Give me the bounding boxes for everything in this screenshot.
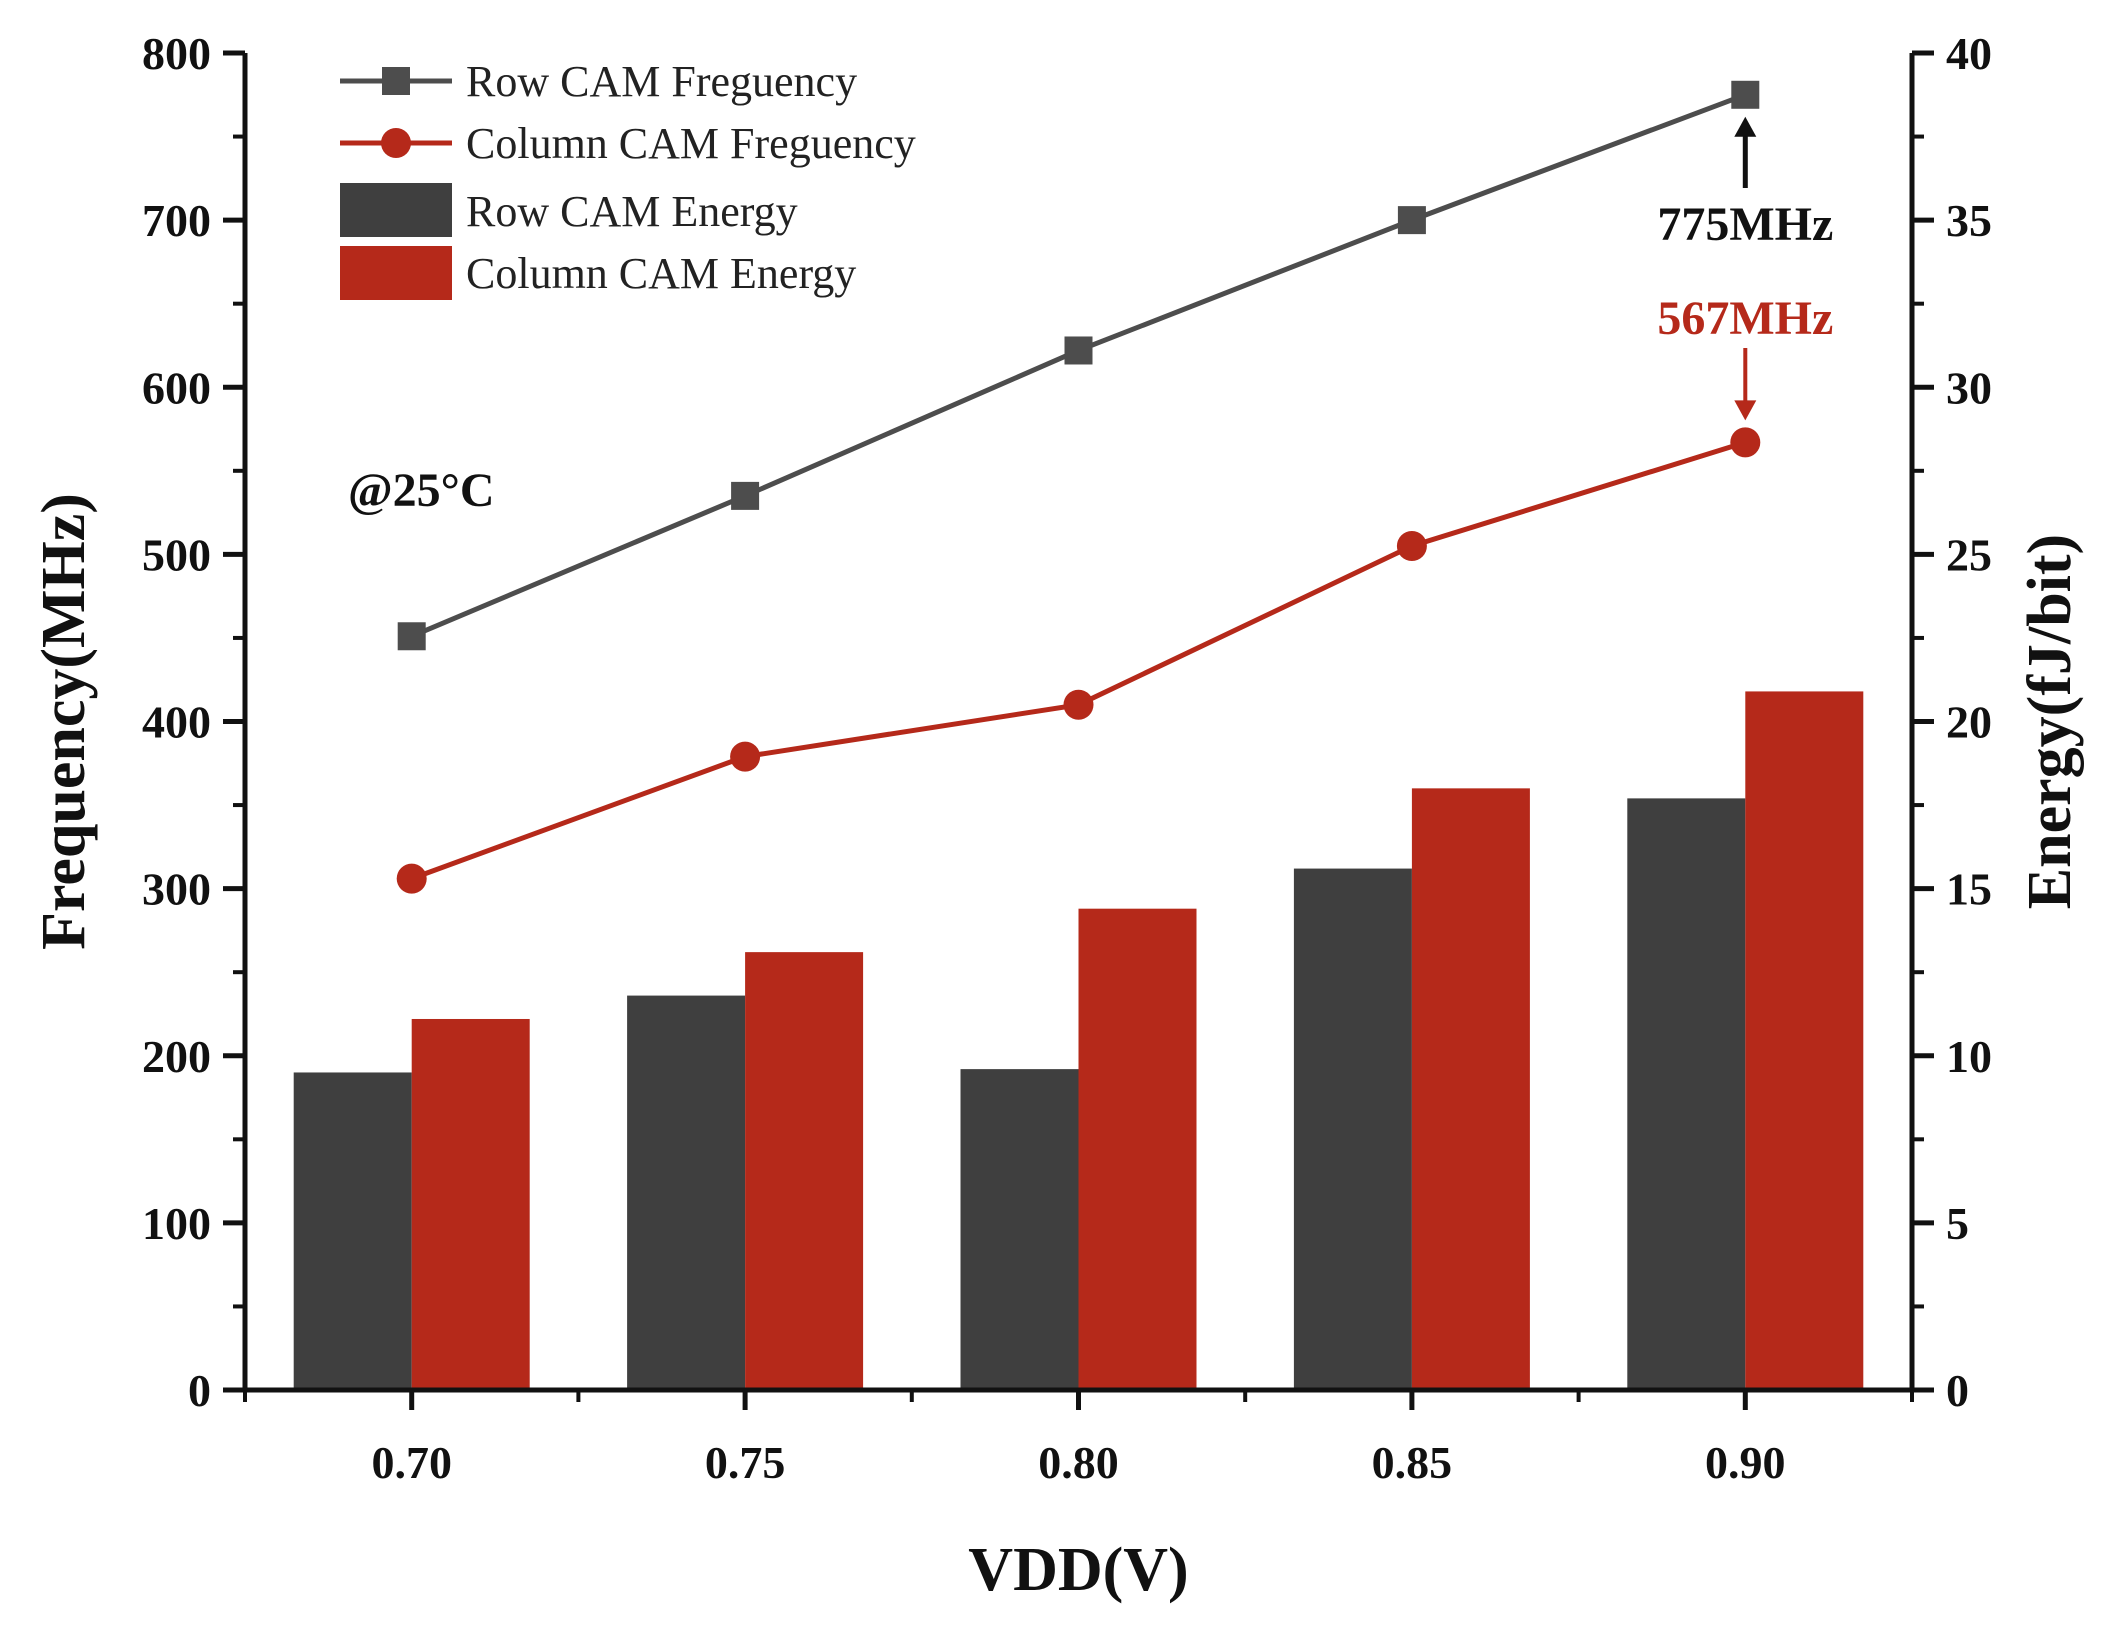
y-axis-left-title: Frequency(MHz) xyxy=(30,493,98,950)
y-right-tick-label: 0 xyxy=(1946,1365,1969,1416)
y-right-tick-label: 5 xyxy=(1946,1198,1969,1249)
legend-column-energy-swatch xyxy=(340,246,452,300)
x-tick-label: 0.75 xyxy=(705,1437,786,1488)
annotation-775-arrow-head xyxy=(1734,116,1757,137)
point-row-frequency xyxy=(1397,206,1426,235)
bar-column-energy xyxy=(1078,908,1197,1390)
y-right-tick-label: 10 xyxy=(1946,1031,1992,1082)
legend-column-frequency-marker xyxy=(381,128,411,158)
x-tick-label: 0.70 xyxy=(371,1437,452,1488)
legend-row-frequency-label: Row CAM Freguency xyxy=(466,57,857,106)
y-left-tick-label: 200 xyxy=(142,1031,211,1082)
y-right-tick-label: 20 xyxy=(1946,697,1992,748)
legend-row-frequency-marker xyxy=(382,67,410,95)
point-row-frequency xyxy=(397,622,426,651)
labels-layer: 0 100 200 300 400 500 600 700 800 0 5 10 15 20 25 30 35 4… xyxy=(30,28,2084,1604)
annotation-567-arrow-head xyxy=(1734,400,1757,421)
bar-row-energy xyxy=(960,1069,1079,1390)
x-tick-label: 0.85 xyxy=(1372,1437,1453,1488)
annotation-775-label: 775MHz xyxy=(1657,198,1833,251)
annotation-567-label: 567MHz xyxy=(1657,292,1833,345)
bars-layer xyxy=(293,691,1864,1390)
point-row-frequency xyxy=(731,481,760,510)
point-row-frequency xyxy=(1064,336,1093,365)
legend-column-energy-label: Column CAM Energy xyxy=(466,249,856,298)
y-left-tick-label: 100 xyxy=(142,1198,211,1249)
x-axis-title: VDD(V) xyxy=(968,1536,1188,1604)
y-right-tick-label: 40 xyxy=(1946,28,1992,79)
y-right-tick-label: 25 xyxy=(1946,529,1992,580)
line-column-frequency xyxy=(410,440,1747,881)
bar-column-energy xyxy=(1411,788,1530,1390)
lines-layer xyxy=(396,80,1761,894)
bar-column-energy xyxy=(745,952,864,1390)
bar-row-energy xyxy=(293,1072,412,1390)
legend: Row CAM Freguency Column CAM Freguency Row… xyxy=(340,57,916,300)
y-left-tick-label: 300 xyxy=(142,864,211,915)
annotation-temperature: @25°C xyxy=(348,464,495,517)
bar-row-energy xyxy=(627,995,746,1390)
y-left-tick-label: 800 xyxy=(142,28,211,79)
line-row-frequency xyxy=(410,92,1747,639)
point-column-frequency xyxy=(1063,689,1094,720)
legend-row-energy-swatch xyxy=(340,183,452,237)
point-column-frequency xyxy=(1396,531,1427,562)
axes-layer xyxy=(223,50,1934,1410)
point-column-frequency xyxy=(1730,427,1761,458)
y-right-tick-label: 35 xyxy=(1946,195,1992,246)
y-left-tick-label: 600 xyxy=(142,362,211,413)
x-tick-label: 0.90 xyxy=(1705,1437,1786,1488)
bar-column-energy xyxy=(1745,691,1864,1390)
bar-row-energy xyxy=(1293,868,1412,1390)
legend-column-frequency-label: Column CAM Freguency xyxy=(466,119,916,168)
y-left-tick-label: 700 xyxy=(142,195,211,246)
bar-column-energy xyxy=(411,1018,530,1390)
bar-row-energy xyxy=(1627,798,1746,1390)
y-left-tick-label: 500 xyxy=(142,529,211,580)
point-row-frequency xyxy=(1731,80,1760,109)
annotations: 775MHz 567MHz @25°C xyxy=(348,116,1833,517)
y-left-tick-label: 0 xyxy=(188,1365,211,1416)
y-axis-right-title: Energy(fJ/bit) xyxy=(2016,534,2084,909)
point-column-frequency xyxy=(730,741,761,772)
y-left-tick-label: 400 xyxy=(142,697,211,748)
legend-row-energy-label: Row CAM Energy xyxy=(466,187,798,236)
x-tick-label: 0.80 xyxy=(1038,1437,1119,1488)
y-right-tick-label: 30 xyxy=(1946,362,1992,413)
point-column-frequency xyxy=(396,863,427,894)
y-right-tick-label: 15 xyxy=(1946,864,1992,915)
